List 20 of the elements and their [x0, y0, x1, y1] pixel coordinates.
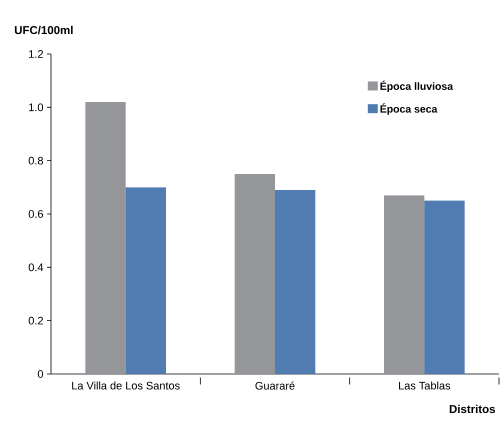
- bar: [384, 195, 424, 374]
- x-tick-label: Las Tablas: [399, 381, 450, 390]
- bar: [126, 187, 166, 374]
- x-tick-label: Guararé: [255, 381, 295, 390]
- bar: [424, 200, 465, 374]
- y-tick-label: 0: [38, 370, 44, 378]
- bar: [275, 190, 316, 374]
- x-axis-title: Distritos: [450, 404, 496, 414]
- y-tick-label: 1.2: [29, 50, 43, 58]
- bar: [85, 102, 126, 374]
- bar: [234, 174, 276, 374]
- x-tick-label: La Villa de Los Santos: [72, 381, 180, 390]
- y-tick-label: 1.0: [29, 103, 44, 112]
- y-tick-label: 0.6: [28, 210, 44, 218]
- legend-label: Época lluviosa: [380, 80, 454, 92]
- y-tick-label: 0.8: [28, 156, 44, 165]
- y-tick-label: 0.4: [28, 263, 44, 272]
- y-tick-label: 0.2: [28, 316, 43, 325]
- y-axis-title: UFC/100ml: [14, 26, 73, 34]
- legend-label: Época seca: [380, 103, 438, 115]
